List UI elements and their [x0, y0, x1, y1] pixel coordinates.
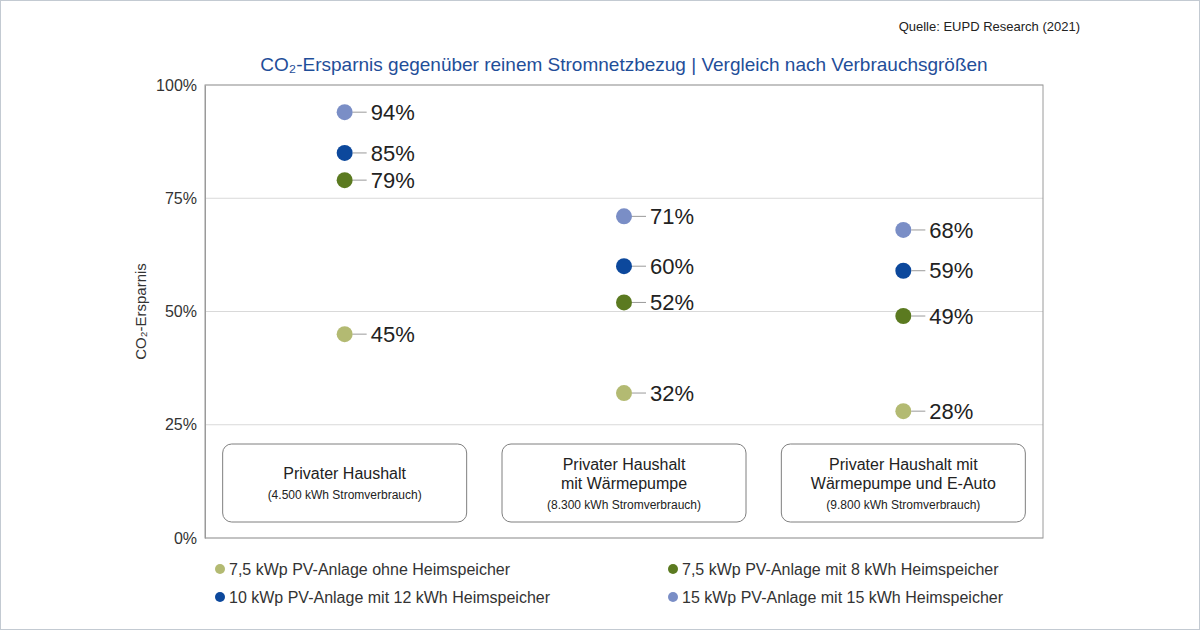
data-label: 59% [929, 258, 973, 283]
data-label: 45% [371, 322, 415, 347]
legend: 7,5 kWp PV-Anlage ohne Heimspeicher 7,5 k… [215, 561, 1004, 606]
legend-label: 10 kWp PV-Anlage mit 12 kWh Heimspeicher [229, 589, 551, 606]
label-leader [911, 270, 925, 271]
category-label: Privater Haushalt [283, 465, 406, 482]
title: CO₂-Ersparnis gegenüber reinem Stromnetz… [260, 54, 987, 75]
legend-item: 7,5 kWp PV-Anlage ohne Heimspeicher [215, 561, 511, 578]
label-leader [632, 266, 646, 267]
category-box-frame [502, 444, 746, 522]
category-note: (9.800 kWh Stromverbrauch) [826, 498, 980, 512]
dot [337, 145, 353, 161]
dot [895, 403, 911, 419]
legend-marker [668, 592, 678, 602]
dot [895, 222, 911, 238]
dot [337, 172, 353, 188]
legend-label: 15 kWp PV-Anlage mit 15 kWh Heimspeicher [682, 589, 1004, 606]
legend-label: 7,5 kWp PV-Anlage ohne Heimspeicher [229, 561, 511, 578]
y-axis: 0% 25% 50% 75% 100% [156, 77, 205, 547]
category-label: Privater Haushaltmit Wärmepumpe [561, 456, 687, 492]
dot [895, 308, 911, 324]
label-leader [353, 180, 367, 181]
label-leader [632, 302, 646, 303]
y-tick-label: 50% [165, 303, 197, 320]
grid [205, 85, 1043, 538]
category-labels: Privater Haushalt (4.500 kWh Stromverbrau… [223, 444, 1026, 522]
category-box: Privater Haushaltmit Wärmepumpe (8.300 kW… [502, 444, 746, 522]
y-tick: 0% [174, 530, 205, 547]
legend-marker [215, 564, 225, 574]
chart: Quelle: EUPD Research (2021) CO₂-Ersparni… [0, 0, 1200, 630]
plot-frame [205, 85, 1043, 538]
data-label: 79% [371, 168, 415, 193]
dot [337, 104, 353, 120]
category-box-frame [223, 444, 467, 522]
series [337, 326, 912, 419]
data-label: 32% [650, 381, 694, 406]
legend-item: 15 kWp PV-Anlage mit 15 kWh Heimspeicher [668, 589, 1004, 606]
data-label: 71% [650, 204, 694, 229]
label-leader [632, 393, 646, 394]
category-box: Privater Haushalt (4.500 kWh Stromverbrau… [223, 444, 467, 522]
y-tick-label: 0% [174, 530, 197, 547]
dot [616, 258, 632, 274]
legend-marker [668, 564, 678, 574]
grid-line [205, 311, 1043, 312]
y-tick: 100% [156, 77, 205, 94]
data-label: 49% [929, 304, 973, 329]
y-axis-title: CO₂-Ersparnis [132, 263, 149, 360]
y-tick-label: 75% [165, 190, 197, 207]
category-label: Privater Haushalt mitWärmepumpe und E-Au… [811, 456, 996, 492]
y-tick: 50% [165, 303, 205, 320]
y-tick: 75% [165, 190, 205, 207]
background [1, 1, 1200, 630]
label-leader [632, 216, 646, 217]
data-label: 85% [371, 141, 415, 166]
dot [616, 385, 632, 401]
data-label: 68% [929, 218, 973, 243]
category-box: Privater Haushalt mitWärmepumpe und E-Au… [781, 444, 1025, 522]
label-leader [911, 411, 925, 412]
category-note: (8.300 kWh Stromverbrauch) [547, 498, 701, 512]
data-label: 60% [650, 254, 694, 279]
y-axis-line [205, 86, 206, 539]
category-box-frame [781, 444, 1025, 522]
data-label: 52% [650, 290, 694, 315]
label-leader [353, 152, 367, 153]
label-leader [911, 229, 925, 230]
series [337, 104, 912, 238]
y-tick-label: 25% [165, 416, 197, 433]
marks [337, 104, 912, 419]
legend-item: 7,5 kWp PV-Anlage mit 8 kWh Heimspeicher [668, 561, 999, 578]
series [337, 145, 912, 279]
label-leader [353, 334, 367, 335]
category-note: (4.500 kWh Stromverbrauch) [268, 488, 422, 502]
legend-label: 7,5 kWp PV-Anlage mit 8 kWh Heimspeicher [682, 561, 999, 578]
label-leader [911, 316, 925, 317]
y-tick: 25% [165, 416, 205, 433]
series [337, 172, 912, 324]
source: Quelle: EUPD Research (2021) [899, 19, 1080, 34]
dot [337, 326, 353, 342]
y-tick-label: 100% [156, 77, 197, 94]
data-labels: 45% 32% 28% 79% 52% 49% 85% 60% 59% 94% 71% 68% [353, 100, 974, 424]
data-label: 94% [371, 100, 415, 125]
legend-item: 10 kWp PV-Anlage mit 12 kWh Heimspeicher [215, 589, 551, 606]
data-label: 28% [929, 399, 973, 424]
dot [616, 208, 632, 224]
dot [895, 263, 911, 279]
dot [616, 294, 632, 310]
grid-line [205, 424, 1043, 425]
grid-line [205, 198, 1043, 199]
label-leader [353, 112, 367, 113]
legend-marker [215, 592, 225, 602]
